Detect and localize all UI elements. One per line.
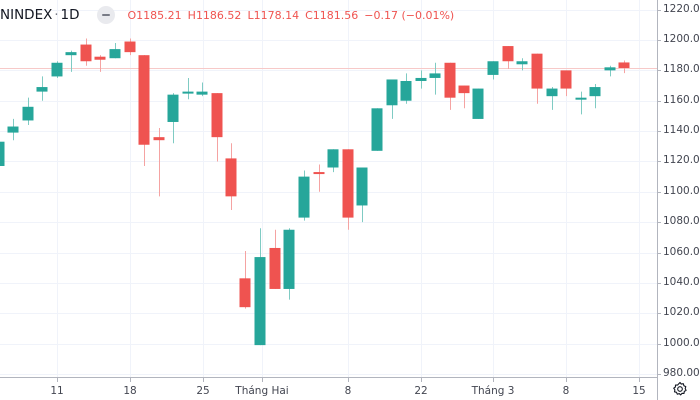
candle-down [458,85,470,109]
candle-up [429,62,441,95]
candle-down [239,251,251,309]
candle-up [589,84,601,109]
price-axis-label: 1120.00 [663,154,700,167]
symbol-name[interactable]: NINDEX [0,7,53,23]
time-axis-label: 25 [196,385,210,397]
change-value: −0.17 (−0.01%) [364,8,455,22]
chart-legend: NINDEX · 1D O1185.21 H1186.52 L1178.14 C… [0,6,454,24]
candle-down [313,164,325,192]
time-axis-label: 11 [50,385,64,397]
candle-down [342,149,354,230]
time-axis-label: 18 [123,385,137,397]
grid-lines [0,0,657,377]
candle-up [327,149,339,173]
price-axis-label: 1040.00 [663,275,700,288]
time-axis-label: 22 [414,385,428,397]
price-axis-label: 1000.00 [663,336,700,349]
candle-up [51,61,63,78]
candle-up [196,82,208,97]
candle-up [516,58,528,71]
low-value: L1178.14 [247,8,300,22]
price-axis-label: 1060.00 [663,245,700,258]
candle-up [575,91,587,115]
price-axis-label: 1100.00 [663,184,700,197]
candles [0,38,630,346]
settings-gear-icon[interactable] [672,381,688,397]
candle-up [356,167,368,223]
candle-up [546,87,558,110]
candle-up [254,228,266,346]
candle-up [36,76,48,101]
candle-up [65,50,77,72]
price-axis-label: 1080.00 [663,215,700,228]
candle-down [153,128,165,197]
open-value: O1185.21 [127,8,182,22]
candle-down [124,38,136,56]
candle-up [0,141,5,166]
candle-down [444,62,456,110]
price-axis-label: 1220.00 [663,2,700,15]
candle-up [109,43,121,59]
candle-down [80,38,92,66]
candle-down [531,53,543,104]
candle-down [618,60,630,74]
candle-up [371,108,383,151]
timeframe[interactable]: 1D [60,7,80,23]
candle-up [604,65,616,77]
time-axis-label: Tháng Hai [235,385,289,397]
collapse-legend-button[interactable] [97,6,116,24]
candle-up [386,79,398,119]
high-value: H1186.52 [187,8,242,22]
price-axis-label: 1200.00 [663,33,700,45]
candle-down [138,55,150,166]
candle-up [487,61,499,80]
time-axis-label: 8 [562,385,570,397]
time-axis-label: 15 [632,385,646,397]
candle-up [22,97,34,126]
time-axis-label: 8 [344,385,352,397]
candle-up [167,93,179,144]
candle-down [225,143,237,211]
price-axis-label: 1180.00 [663,63,700,76]
candle-down [269,229,281,289]
price-axis-label: 1020.00 [663,306,700,319]
price-axis-label: 1140.00 [663,124,700,137]
candle-up [283,228,295,300]
legend-separator: · [54,7,59,23]
candle-down [211,93,223,162]
close-value: C1181.56 [305,8,359,22]
minus-icon [102,14,111,16]
candle-up [298,170,310,221]
candle-up [182,77,194,100]
candle-up [7,118,19,141]
candle-up [400,73,412,104]
candle-down [502,46,514,69]
axis-ticks [57,10,661,382]
candle-down [94,55,106,72]
candle-up [472,88,484,119]
candle-up [415,70,427,89]
time-axis-label: Tháng 3 [471,385,515,397]
candle-down [560,70,572,97]
price-axis-label: 980.00 [663,366,700,379]
price-axis-label: 1160.00 [663,93,700,106]
